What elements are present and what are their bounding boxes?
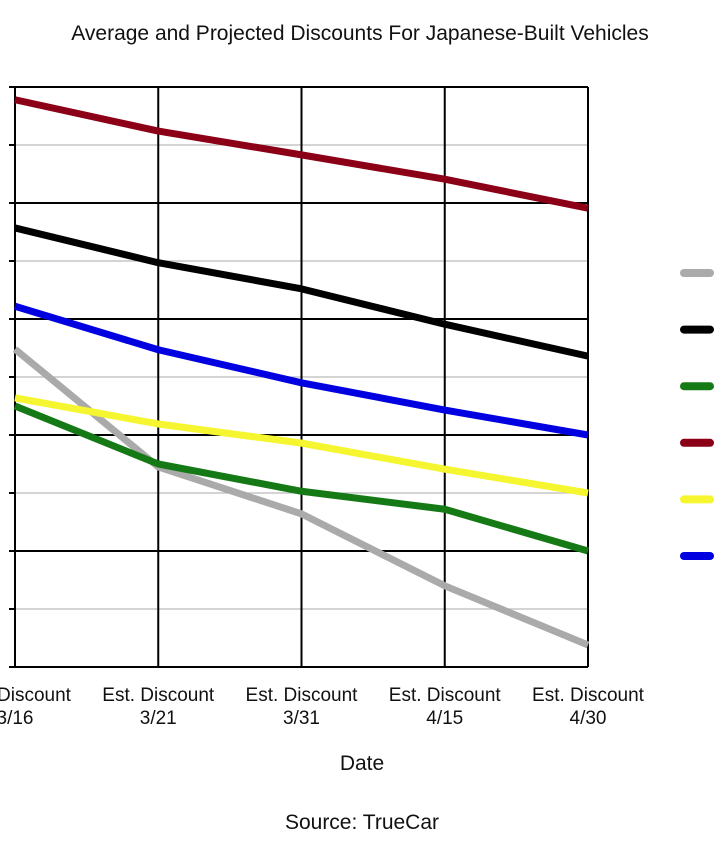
series-line [14, 394, 589, 497]
series-line [14, 224, 589, 360]
series-line [13, 302, 589, 439]
x-tick-label: Est. Discount 4/30 [532, 685, 644, 729]
x-tick-label: Est. Discount 3/31 [245, 685, 358, 729]
source-note: Source: TrueCar [284, 811, 440, 834]
x-axis-label: Date [339, 752, 385, 775]
x-tick-label: Est. Discount 4/15 [388, 685, 501, 729]
series-line [13, 402, 589, 555]
series-line [14, 96, 589, 212]
x-tick-label: Est. Discount 3/21 [102, 685, 215, 729]
x-tick-label: Est. Discount 3/16 [0, 685, 71, 729]
chart-title: Average and Projected Discounts For Japa… [71, 22, 649, 45]
series-line [12, 346, 590, 649]
